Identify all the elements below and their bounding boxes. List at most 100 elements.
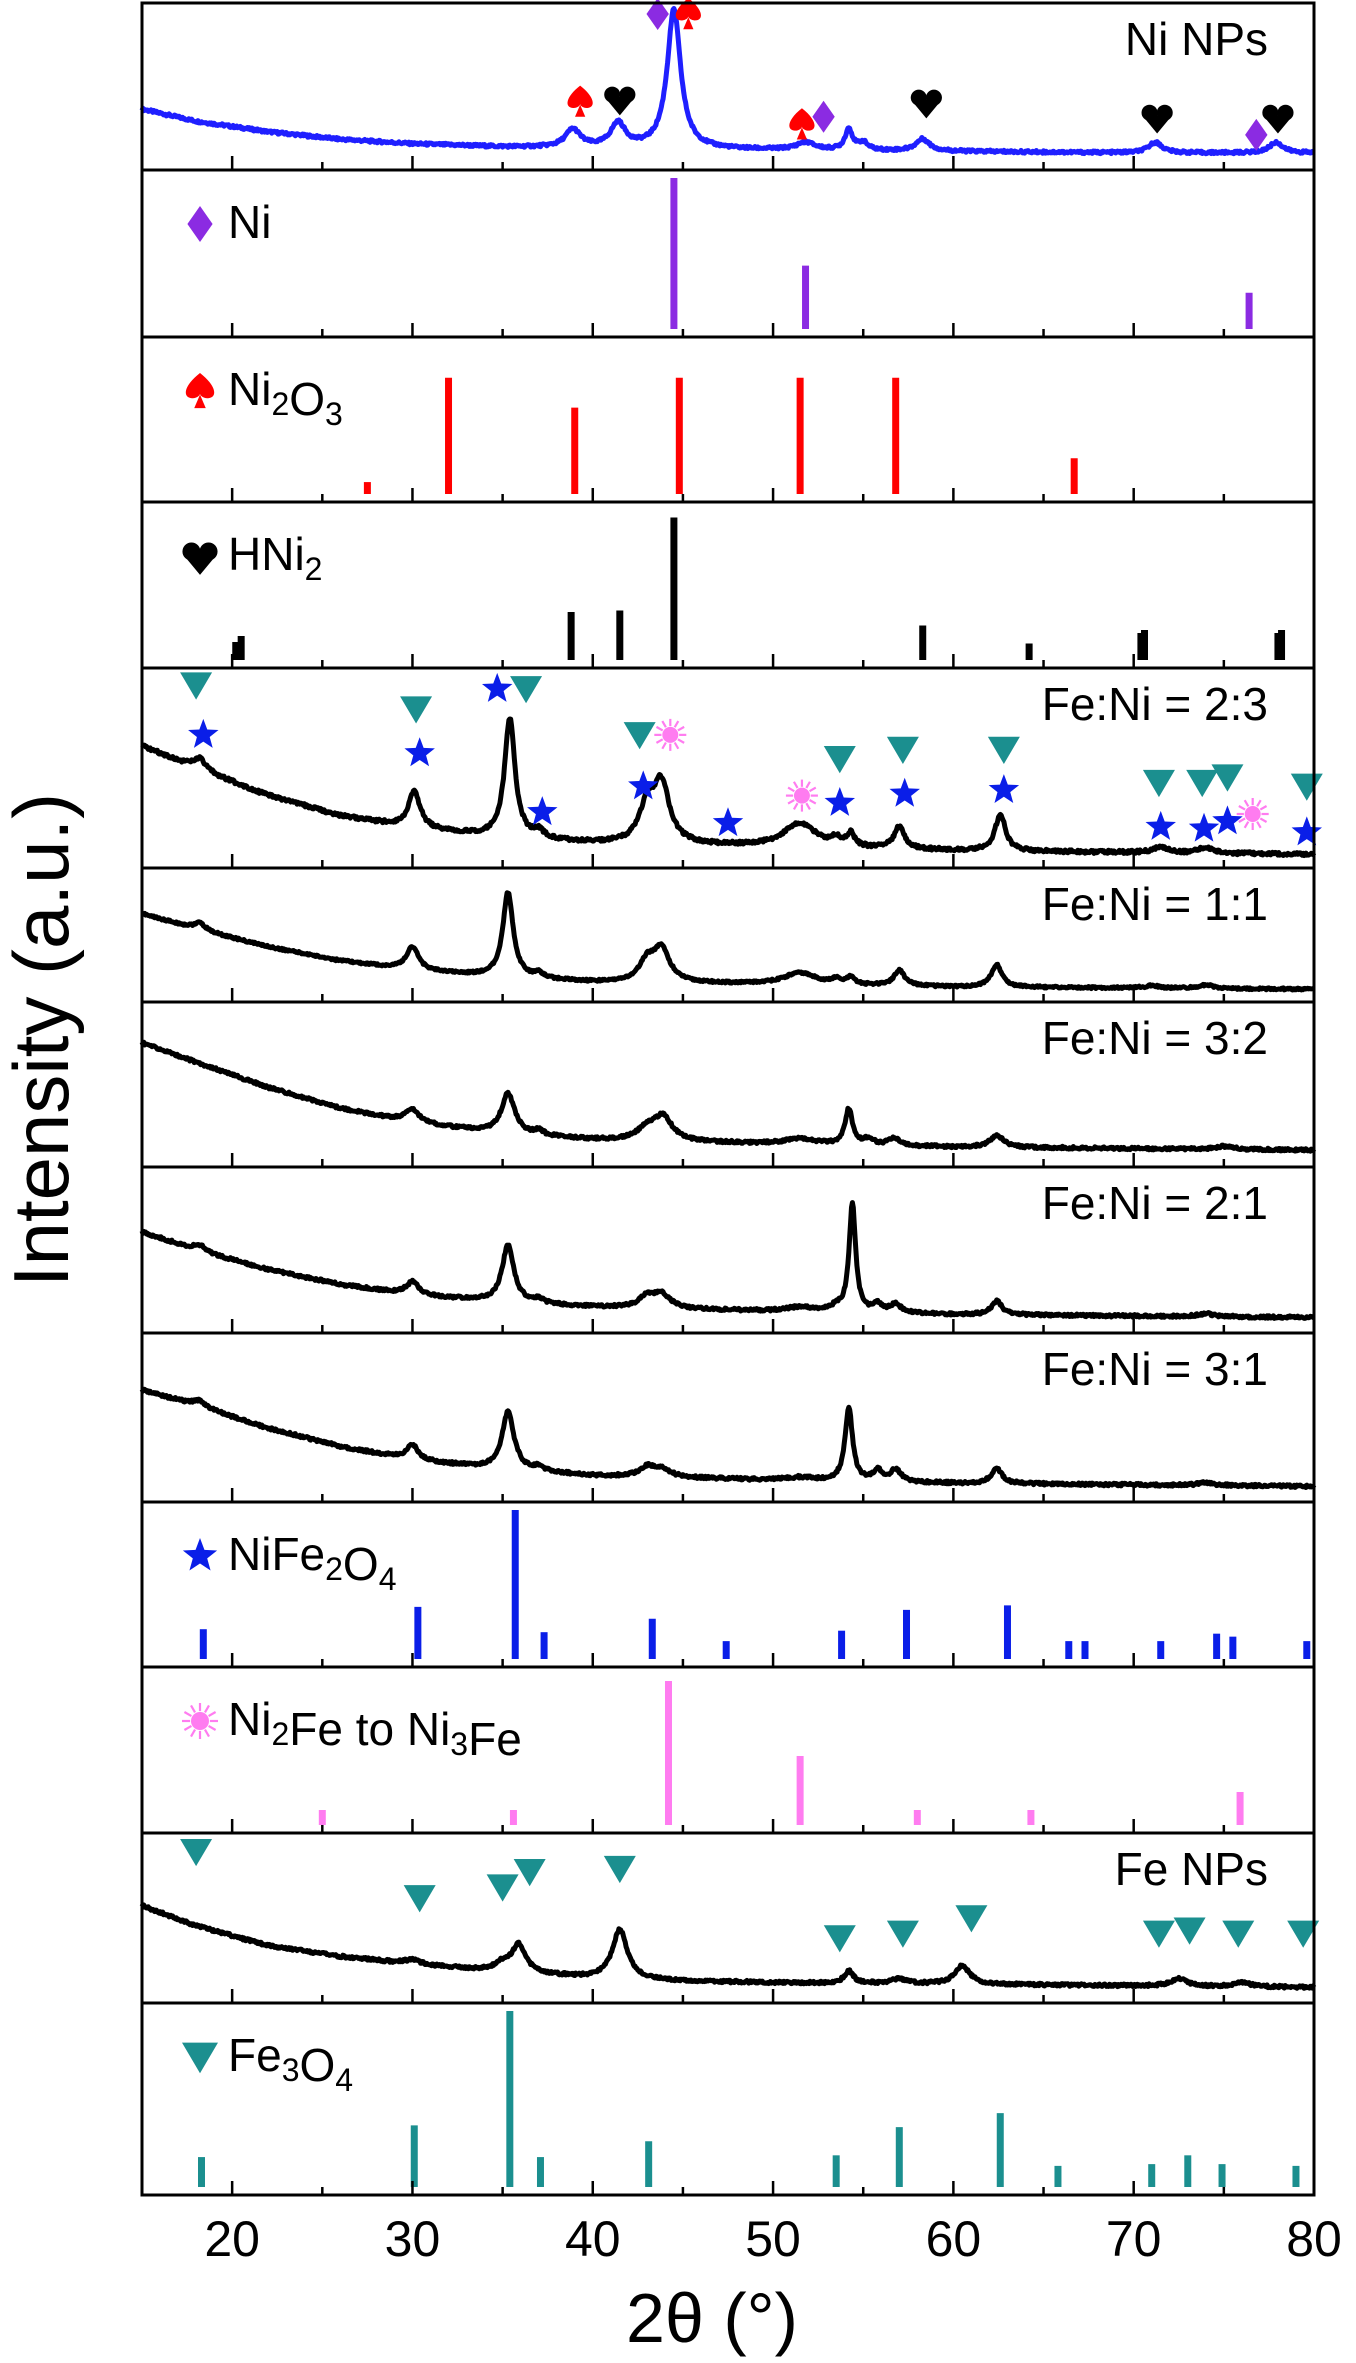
xrd-pattern-line xyxy=(139,1039,1317,1154)
legend-spade-icon xyxy=(185,373,215,409)
panel-reference-4: Ni2Fe to Ni3Fe xyxy=(140,1665,1316,1835)
star-icon xyxy=(1212,805,1243,835)
star-icon xyxy=(712,807,744,837)
x-tick-label: 40 xyxy=(565,2211,621,2267)
legend-label-part: O xyxy=(299,2039,335,2091)
legend-label-part: Ni xyxy=(228,196,271,248)
burst-icon xyxy=(654,718,687,751)
legend-label-subscript: 3 xyxy=(325,396,343,432)
x-tick-label: 50 xyxy=(745,2211,801,2267)
triangle-icon xyxy=(823,1925,856,1953)
star-icon xyxy=(988,774,1020,804)
legend-label-subscript: 3 xyxy=(450,1726,468,1762)
x-axis-title: 2θ (°) xyxy=(626,2279,798,2357)
triangle-icon xyxy=(623,722,656,750)
burst-icon xyxy=(1236,798,1269,830)
triangle-icon xyxy=(1142,1920,1175,1948)
spade-icon xyxy=(567,85,593,117)
legend-label-part: Ni xyxy=(228,363,271,415)
diamond-icon xyxy=(646,0,669,31)
star-icon xyxy=(404,737,435,767)
xrd-pattern-line xyxy=(139,1200,1316,1321)
pattern-label: Fe:Ni = 2:3 xyxy=(1042,678,1268,730)
triangle-icon xyxy=(886,736,919,764)
burst-icon xyxy=(785,779,818,812)
legend-label: NiFe2O4 xyxy=(228,1528,397,1597)
legend-label-subscript: 4 xyxy=(335,2062,353,2098)
x-tick-label: 20 xyxy=(204,2211,260,2267)
panel-reference-5: Fe3O4 xyxy=(140,2001,1316,2197)
legend-label-part: HNi xyxy=(228,528,305,580)
triangle-icon xyxy=(1173,1917,1206,1945)
legend-label: Ni xyxy=(228,196,271,248)
star-icon xyxy=(1291,816,1323,846)
heart-icon xyxy=(604,86,636,116)
xrd-pattern-line xyxy=(139,6,1316,157)
panel-reference-0: Ni xyxy=(140,168,1316,339)
pattern-label: Fe:Ni = 3:1 xyxy=(1042,1343,1268,1395)
triangle-icon xyxy=(180,1838,213,1867)
heart-icon xyxy=(910,89,942,119)
heart-icon xyxy=(1262,104,1294,134)
legend-label-part: O xyxy=(289,373,325,425)
star-icon xyxy=(527,796,558,826)
legend-label: Ni2O3 xyxy=(228,363,343,432)
xrd-pattern-line xyxy=(139,1386,1317,1490)
triangle-icon xyxy=(1290,773,1323,801)
legend-label-part: O xyxy=(343,1538,379,1590)
panel-pattern-0: Ni NPs xyxy=(139,0,1316,172)
triangle-icon xyxy=(603,1855,636,1884)
panel-pattern-6: Fe NPs xyxy=(139,1831,1320,2005)
star-icon xyxy=(188,718,219,748)
legend-heart-icon xyxy=(182,542,218,575)
panel-frame xyxy=(140,168,1316,339)
triangle-icon xyxy=(886,1920,919,1948)
y-axis-title: Intensity (a.u.) xyxy=(0,793,85,1287)
legend-star-icon xyxy=(182,1538,218,1571)
triangle-icon xyxy=(1287,1920,1320,1948)
xrd-pattern-line xyxy=(139,1902,1317,1991)
panel-pattern-5: Fe:Ni = 3:1 xyxy=(139,1331,1317,1504)
pattern-label: Fe:Ni = 1:1 xyxy=(1042,878,1268,930)
x-tick-label: 30 xyxy=(385,2211,441,2267)
legend-label-part: Ni xyxy=(228,1693,271,1745)
heart-icon xyxy=(1141,104,1173,134)
pattern-label: Fe:Ni = 3:2 xyxy=(1042,1012,1268,1064)
pattern-label: Fe:Ni = 2:1 xyxy=(1042,1177,1268,1229)
legend-triangle-icon xyxy=(182,2042,218,2074)
xrd-pattern-line xyxy=(140,890,1316,993)
panel-reference-2: HNi2 xyxy=(140,500,1316,670)
legend-label-subscript: 2 xyxy=(305,551,323,587)
diamond-icon xyxy=(812,100,835,133)
panel-pattern-2: Fe:Ni = 1:1 xyxy=(140,866,1316,1004)
panel-frame xyxy=(140,2001,1316,2197)
legend-label-part: Fe to Ni xyxy=(289,1703,450,1755)
spade-icon xyxy=(789,108,815,140)
legend-label-subscript: 4 xyxy=(379,1561,397,1597)
star-icon xyxy=(481,672,513,702)
pattern-label: Ni NPs xyxy=(1125,13,1268,65)
triangle-icon xyxy=(486,1874,519,1902)
panel-pattern-3: Fe:Ni = 3:2 xyxy=(139,1000,1317,1169)
legend-label-part: Fe xyxy=(228,2029,282,2081)
legend-label-subscript: 2 xyxy=(271,386,289,422)
legend-label-part: Fe xyxy=(468,1713,522,1765)
x-tick-label: 70 xyxy=(1106,2211,1162,2267)
triangle-icon xyxy=(955,1905,988,1933)
triangle-icon xyxy=(403,1885,436,1913)
triangle-icon xyxy=(823,746,856,774)
x-tick-label: 80 xyxy=(1286,2211,1342,2267)
legend-burst-icon xyxy=(182,1703,218,1739)
legend-label: HNi2 xyxy=(228,528,322,587)
pattern-label: Fe NPs xyxy=(1115,1843,1268,1895)
triangle-icon xyxy=(1222,1920,1255,1948)
triangle-icon xyxy=(1186,769,1219,798)
legend-label-subscript: 3 xyxy=(282,2052,300,2088)
triangle-icon xyxy=(180,672,213,700)
legend-diamond-icon xyxy=(187,206,213,242)
star-icon xyxy=(628,770,659,800)
star-icon xyxy=(824,786,856,816)
x-tick-label: 60 xyxy=(926,2211,982,2267)
triangle-icon xyxy=(510,676,543,704)
